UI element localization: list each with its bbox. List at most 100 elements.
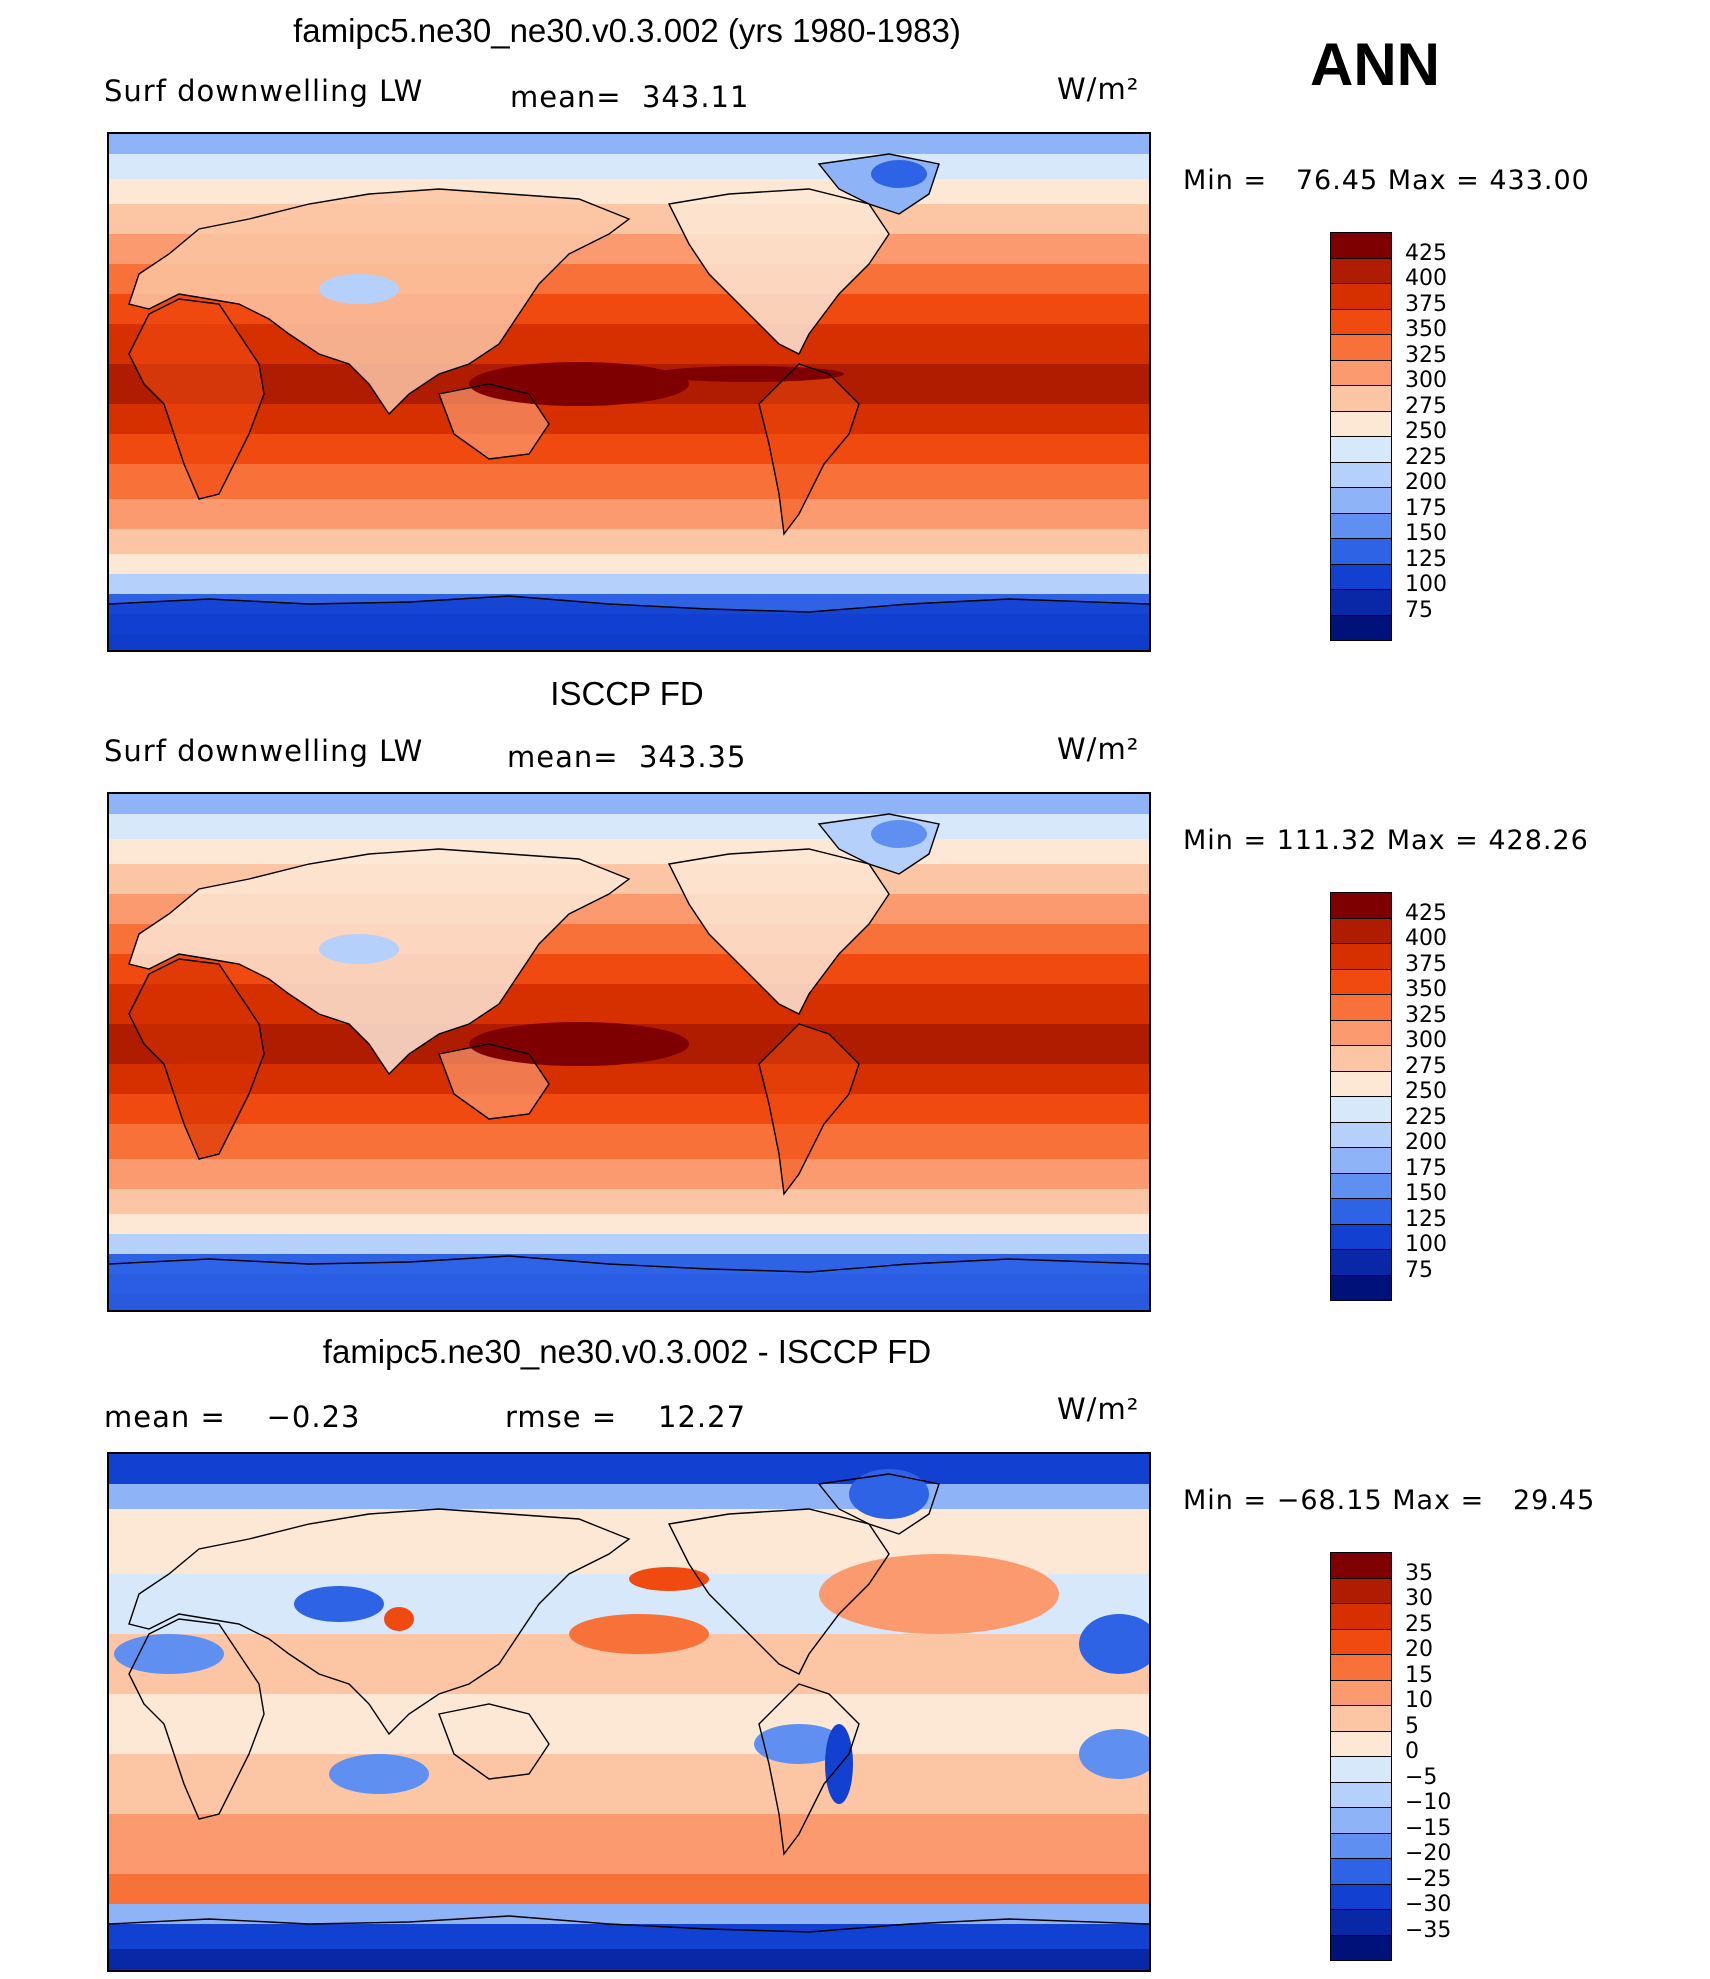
panel-1-title: famipc5.ne30_ne30.v0.3.002 (yrs 1980-198…	[293, 12, 961, 49]
colorbar-swatch	[1331, 918, 1391, 944]
land-samerica	[759, 364, 859, 534]
colorbar-swatch	[1331, 1224, 1391, 1250]
colorbar-tick-label: −20	[1405, 1841, 1452, 1866]
field-band	[109, 554, 1149, 574]
field-band	[109, 1484, 1149, 1509]
colorbar-swatch	[1331, 284, 1391, 310]
tibet-minimum	[319, 934, 399, 964]
panel-1-units: W/m²	[1057, 72, 1140, 106]
colorbar-swatch	[1331, 1275, 1391, 1300]
colorbar-tick-label: 15	[1405, 1662, 1433, 1688]
coastline-africa	[128, 1618, 265, 1820]
colorbar-tick-label: 425	[1405, 900, 1447, 926]
colorbar-swatch	[1331, 944, 1391, 970]
colorbar-swatch	[1331, 258, 1391, 284]
colorbar-tick-label: 250	[1405, 1079, 1447, 1104]
colorbar-swatch	[1331, 411, 1391, 437]
field-band	[109, 1904, 1149, 1924]
panel-1-colorbar	[1330, 232, 1392, 641]
diff-minimum-andes	[825, 1724, 853, 1804]
colorbar-tick-label: 350	[1405, 317, 1447, 342]
colorbar-tick-label: 125	[1405, 1206, 1447, 1232]
colorbar-tick-label: 100	[1405, 1232, 1447, 1257]
colorbar-tick-label: −35	[1405, 1917, 1452, 1943]
colorbar-tick-label: 75	[1405, 597, 1433, 623]
panel-3-units: W/m²	[1057, 1392, 1140, 1426]
coastline-greenland	[817, 153, 940, 215]
colorbar-tick-label: 250	[1405, 419, 1447, 444]
field-band	[109, 1234, 1149, 1254]
field-band	[109, 1159, 1149, 1189]
colorbar-tick-label: 425	[1405, 240, 1447, 266]
colorbar-tick-label: 350	[1405, 977, 1447, 1002]
colorbar-tick-label: 150	[1405, 521, 1447, 546]
field-band	[109, 134, 1149, 154]
land-samerica	[759, 1024, 859, 1194]
colorbar-swatch	[1331, 539, 1391, 565]
colorbar-tick-label: 300	[1405, 368, 1447, 393]
panel-3-field	[109, 1454, 1149, 1970]
colorbar-tick-label: 275	[1405, 393, 1447, 419]
colorbar-swatch	[1331, 1655, 1391, 1681]
colorbar-swatch	[1331, 488, 1391, 514]
panel-1-min-max: Min = 76.45 Max = 433.00	[1183, 165, 1590, 196]
colorbar-tick-label: 0	[1405, 1739, 1419, 1764]
coastline-samerica	[758, 1023, 860, 1196]
panel-3-rmse-label: rmse = 12.27	[505, 1400, 747, 1434]
colorbar-swatch	[1331, 1122, 1391, 1148]
coastline-antarctica	[109, 595, 1149, 613]
field-band	[109, 1874, 1149, 1904]
panel-2-mean-label: mean= 343.35	[507, 740, 747, 774]
colorbar-tick-label: 125	[1405, 546, 1447, 572]
diff-maximum-north-pacific	[629, 1567, 709, 1591]
colorbar-swatch	[1331, 1020, 1391, 1046]
diff-maximum-atlantic	[819, 1554, 1059, 1634]
field-band	[109, 1814, 1149, 1874]
colorbar-swatch	[1331, 1629, 1391, 1655]
colorbar-tick-label: 325	[1405, 1002, 1447, 1028]
colorbar-tick-label: 75	[1405, 1257, 1433, 1283]
diff-maximum-asia	[384, 1607, 414, 1631]
colorbar-swatch	[1331, 615, 1391, 640]
colorbar-tick-label: −5	[1405, 1764, 1438, 1790]
coastline-australia	[438, 1703, 550, 1780]
panel-3-min-max: Min = −68.15 Max = 29.45	[1183, 1485, 1596, 1516]
colorbar-swatch	[1331, 1071, 1391, 1097]
diff-minimum-indian	[329, 1754, 429, 1794]
field-band	[109, 1924, 1149, 1949]
colorbar-tick-label: 225	[1405, 444, 1447, 470]
warm-pool-maximum	[469, 1022, 689, 1066]
colorbar-swatch	[1331, 1808, 1391, 1834]
colorbar-swatch	[1331, 1148, 1391, 1174]
panel-1-map	[107, 132, 1151, 652]
greenland-minimum	[871, 820, 927, 848]
season-label: ANN	[1310, 31, 1440, 98]
coastline-namerica	[667, 848, 890, 1015]
coastline-africa	[128, 958, 265, 1160]
colorbar-swatch	[1331, 1935, 1391, 1960]
colorbar-tick-label: 400	[1405, 266, 1447, 291]
land-antarctica	[109, 1256, 1149, 1310]
colorbar-swatch	[1331, 1046, 1391, 1072]
field-band	[109, 1754, 1149, 1814]
colorbar-tick-label: 150	[1405, 1181, 1447, 1206]
panel-3-map	[107, 1452, 1151, 1972]
panel-3-colorbar	[1330, 1552, 1392, 1961]
colorbar-swatch	[1331, 462, 1391, 488]
panel-2-units: W/m²	[1057, 732, 1140, 766]
field-band	[109, 1214, 1149, 1234]
colorbar-tick-label: 225	[1405, 1104, 1447, 1130]
field-band	[109, 1124, 1149, 1159]
diff-minimum-greenland	[849, 1469, 929, 1519]
colorbar-tick-label: −10	[1405, 1790, 1452, 1815]
colorbar-swatch	[1331, 513, 1391, 539]
colorbar-tick-label: −25	[1405, 1866, 1452, 1892]
field-band	[109, 1064, 1149, 1094]
colorbar-tick-label: 5	[1405, 1713, 1419, 1739]
colorbar-tick-label: 375	[1405, 951, 1447, 977]
coastline-eurasia	[128, 1508, 631, 1736]
coastline-samerica	[758, 363, 860, 536]
colorbar-swatch	[1331, 360, 1391, 386]
colorbar-tick-label: −30	[1405, 1892, 1452, 1917]
colorbar-swatch	[1331, 1199, 1391, 1225]
